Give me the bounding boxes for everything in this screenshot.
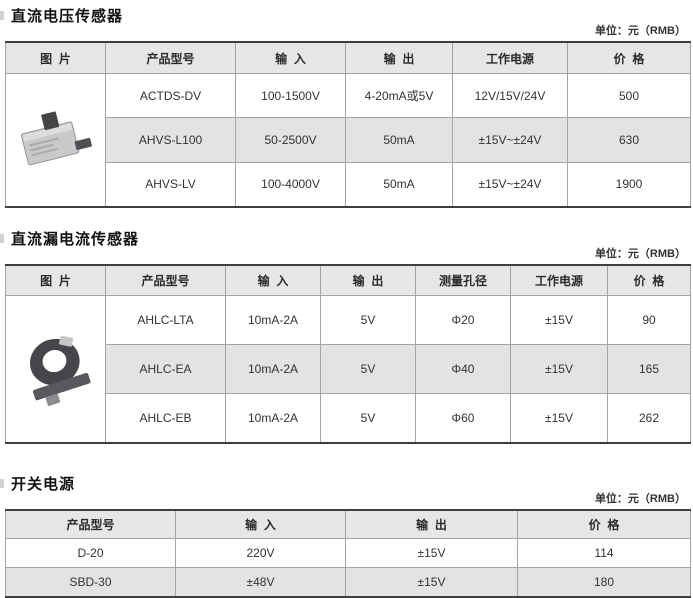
cell-price: 262 (607, 392, 691, 444)
unit-label: 单位：元（RMB） (594, 25, 686, 37)
cell-power: ±15V~±24V (452, 117, 568, 163)
col-header-aperture: 测量孔径 (415, 264, 511, 296)
col-header-picture: 图 片 (5, 264, 106, 296)
cell-aperture: Φ20 (415, 295, 511, 345)
switching-power-supply-table: 产品型号 输 入 输 出 价 格 D-20 220V ±15V 114 SBD-… (5, 509, 691, 598)
section-header: 直流电压传感器 (0, 6, 690, 25)
col-header-output: 输 出 (345, 509, 518, 539)
cell-price: 180 (517, 567, 691, 598)
cell-model: SBD-30 (5, 567, 176, 598)
col-header-picture: 图 片 (5, 41, 106, 74)
col-header-model: 产品型号 (105, 264, 226, 296)
cell-power: 12V/15V/24V (452, 72, 568, 119)
cell-input: ±48V (175, 567, 346, 598)
cell-aperture: Φ60 (415, 392, 511, 444)
cell-output: 5V (320, 295, 416, 345)
cell-model: AHLC-EB (105, 392, 226, 444)
cell-power: ±15V (510, 392, 608, 444)
cell-output: 5V (320, 343, 416, 394)
section-spacer (0, 208, 690, 229)
product-photo-cell (5, 295, 106, 444)
dc-leakage-current-sensor-photo-icon (29, 335, 90, 406)
title-bullet-icon (0, 478, 4, 488)
table-row: D-20 220V ±15V 114 (5, 538, 691, 568)
section-header: 开关电源 (0, 474, 690, 493)
col-header-output: 输 出 (320, 264, 416, 296)
cell-power: ±15V (510, 343, 608, 394)
dc-voltage-sensor-photo-icon (20, 111, 92, 166)
cell-model: ACTDS-DV (105, 72, 236, 119)
cell-aperture: Φ40 (415, 343, 511, 394)
cell-output: ±15V (345, 538, 518, 568)
section-header: 直流漏电流传感器 (0, 229, 690, 248)
title-bullet-icon (0, 233, 4, 243)
table-row: AHLC-EB 10mA-2A 5V Φ60 ±15V 262 (6, 392, 691, 444)
table-header-row: 图 片 产品型号 输 入 输 出 工作电源 价 格 (5, 41, 691, 74)
section-dc-leakage-current-sensor: 直流漏电流传感器 单位：元（RMB） 图 片 产品型号 输 入 输 出 测量孔径… (0, 229, 691, 444)
cell-model: AHVS-L100 (105, 117, 236, 163)
cell-output: 50mA (345, 161, 453, 208)
dc-voltage-sensor-table: 图 片 产品型号 输 入 输 出 工作电源 价 格 (5, 41, 691, 208)
cell-price: 165 (607, 343, 691, 394)
table-row: AHVS-LV 100-4000V 50mA ±15V~±24V 1900 (6, 161, 691, 208)
cell-input: 10mA-2A (225, 343, 321, 394)
cell-input: 50-2500V (235, 117, 346, 163)
product-photo-cell (5, 73, 106, 208)
cell-output: ±15V (345, 567, 518, 598)
cell-price: 500 (567, 72, 691, 119)
section-title: 直流电压传感器 (11, 7, 124, 25)
cell-price: 1900 (567, 161, 691, 208)
table-row: ACTDS-DV 100-1500V 4-20mA或5V 12V/15V/24V… (5, 72, 691, 208)
cell-input: 10mA-2A (225, 392, 321, 444)
table-row: AHLC-LTA 10mA-2A 5V Φ20 ±15V 90 (5, 295, 691, 444)
col-header-price: 价 格 (607, 264, 691, 296)
col-header-output: 输 出 (345, 41, 453, 74)
cell-output: 4-20mA或5V (345, 72, 453, 119)
col-header-input: 输 入 (225, 264, 321, 296)
unit-label: 单位：元（RMB） (594, 248, 686, 260)
section-spacer (0, 444, 690, 474)
table-row: AHVS-L100 50-2500V 50mA ±15V~±24V 630 (6, 117, 691, 163)
cell-model: D-20 (5, 538, 176, 568)
cell-power: ±15V~±24V (452, 161, 568, 208)
cell-input: 100-1500V (235, 72, 346, 119)
cell-price: 114 (517, 538, 691, 568)
col-header-price: 价 格 (517, 509, 691, 539)
title-bullet-icon (0, 10, 4, 20)
col-header-input: 输 入 (235, 41, 346, 74)
cell-output: 50mA (345, 117, 453, 163)
cell-model: AHLC-EA (105, 343, 226, 394)
table-header-row: 图 片 产品型号 输 入 输 出 测量孔径 工作电源 价 格 (5, 264, 691, 296)
cell-input: 100-4000V (235, 161, 346, 208)
cell-power: ±15V (510, 295, 608, 345)
cell-output: 5V (320, 392, 416, 444)
table-row: SBD-30 ±48V ±15V 180 (5, 567, 691, 598)
col-header-input: 输 入 (175, 509, 346, 539)
cell-input: 10mA-2A (225, 295, 321, 345)
cell-model: AHVS-LV (105, 161, 236, 208)
section-switching-power-supply: 开关电源 单位：元（RMB） 产品型号 输 入 输 出 价 格 D-20 220… (0, 474, 691, 598)
cell-price: 90 (607, 295, 691, 345)
section-title: 开关电源 (11, 475, 76, 493)
col-header-power: 工作电源 (510, 264, 608, 296)
table-row: AHLC-EA 10mA-2A 5V Φ40 ±15V 165 (6, 343, 691, 394)
col-header-model: 产品型号 (105, 41, 236, 74)
col-header-model: 产品型号 (5, 509, 176, 539)
col-header-power: 工作电源 (452, 41, 568, 74)
unit-label: 单位：元（RMB） (594, 493, 686, 505)
cell-model: AHLC-LTA (105, 295, 226, 345)
cell-input: 220V (175, 538, 346, 568)
section-title: 直流漏电流传感器 (11, 230, 140, 248)
col-header-price: 价 格 (567, 41, 691, 74)
cell-price: 630 (567, 117, 691, 163)
section-dc-voltage-sensor: 直流电压传感器 单位：元（RMB） 图 片 产品型号 输 入 输 出 工作电源 … (0, 6, 691, 208)
table-header-row: 产品型号 输 入 输 出 价 格 (5, 509, 691, 539)
dc-leakage-current-sensor-table: 图 片 产品型号 输 入 输 出 测量孔径 工作电源 价 格 (5, 264, 691, 444)
